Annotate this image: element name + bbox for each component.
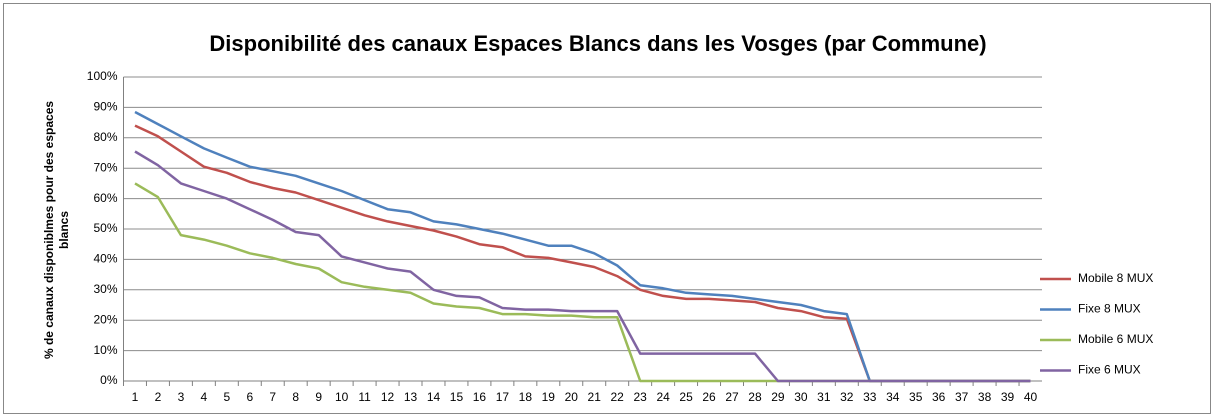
y-tick-label: 30% [93, 282, 117, 296]
x-tick-label: 37 [955, 390, 969, 404]
x-tick-label: 30 [794, 390, 808, 404]
x-tick-label: 15 [450, 390, 464, 404]
line-series [134, 150, 1031, 383]
y-tick-label: 60% [93, 191, 117, 205]
y-tick-label: 90% [93, 100, 117, 114]
x-tick-label: 14 [427, 390, 441, 404]
y-tick-label: 80% [93, 130, 117, 144]
chart-border [3, 3, 1211, 414]
x-tick-label: 16 [473, 390, 487, 404]
x-tick-label: 10 [335, 390, 349, 404]
x-tick-label: 18 [519, 390, 533, 404]
x-tick-label: 34 [886, 390, 900, 404]
x-tick-label: 9 [315, 390, 322, 404]
x-tick-label: 1 [132, 390, 139, 404]
x-tick-label: 25 [679, 390, 693, 404]
x-tick-label: 29 [771, 390, 785, 404]
x-tick-label: 17 [496, 390, 510, 404]
x-tick-label: 8 [292, 390, 299, 404]
x-tick-label: 4 [201, 390, 208, 404]
x-tick-label: 19 [542, 390, 556, 404]
x-tick-label: 35 [909, 390, 923, 404]
x-tick-label: 23 [633, 390, 647, 404]
x-tick-label: 27 [725, 390, 739, 404]
y-tick-label: 10% [93, 343, 117, 357]
y-tick-label: 100% [87, 69, 118, 83]
x-tick-label: 32 [840, 390, 854, 404]
x-tick-label: 33 [863, 390, 877, 404]
legend-label: Fixe 6 MUX [1078, 363, 1141, 377]
x-tick-label: 26 [702, 390, 716, 404]
x-tick-label: 5 [223, 390, 230, 404]
x-tick-label: 6 [246, 390, 253, 404]
x-tick-label: 31 [817, 390, 831, 404]
legend-label: Mobile 6 MUX [1078, 332, 1153, 346]
x-tick-label: 38 [978, 390, 992, 404]
x-tick-label: 13 [404, 390, 418, 404]
x-tick-label: 36 [932, 390, 946, 404]
x-tick-label: 28 [748, 390, 762, 404]
y-tick-label: 70% [93, 160, 117, 174]
y-tick-label: 50% [93, 221, 117, 235]
x-tick-label: 11 [358, 390, 371, 404]
x-tick-label: 21 [588, 390, 602, 404]
y-tick-label: 0% [100, 373, 118, 387]
y-tick-label: 20% [93, 312, 117, 326]
x-tick-label: 20 [565, 390, 579, 404]
x-tick-label: 7 [269, 390, 276, 404]
x-tick-label: 24 [656, 390, 670, 404]
y-tick-label: 40% [93, 252, 117, 266]
x-tick-label: 12 [381, 390, 395, 404]
x-tick-label: 2 [155, 390, 162, 404]
legend-label: Fixe 8 MUX [1078, 302, 1141, 316]
chart-title: Disponibilité des canaux Espaces Blancs … [209, 31, 986, 56]
x-tick-label: 39 [1001, 390, 1015, 404]
legend-label: Mobile 8 MUX [1078, 271, 1153, 285]
x-tick-label: 22 [611, 390, 625, 404]
x-tick-label: 3 [178, 390, 185, 404]
y-axis-title: % de canaux disponiblmes pour des espace… [42, 100, 71, 360]
x-tick-label: 40 [1024, 390, 1038, 404]
